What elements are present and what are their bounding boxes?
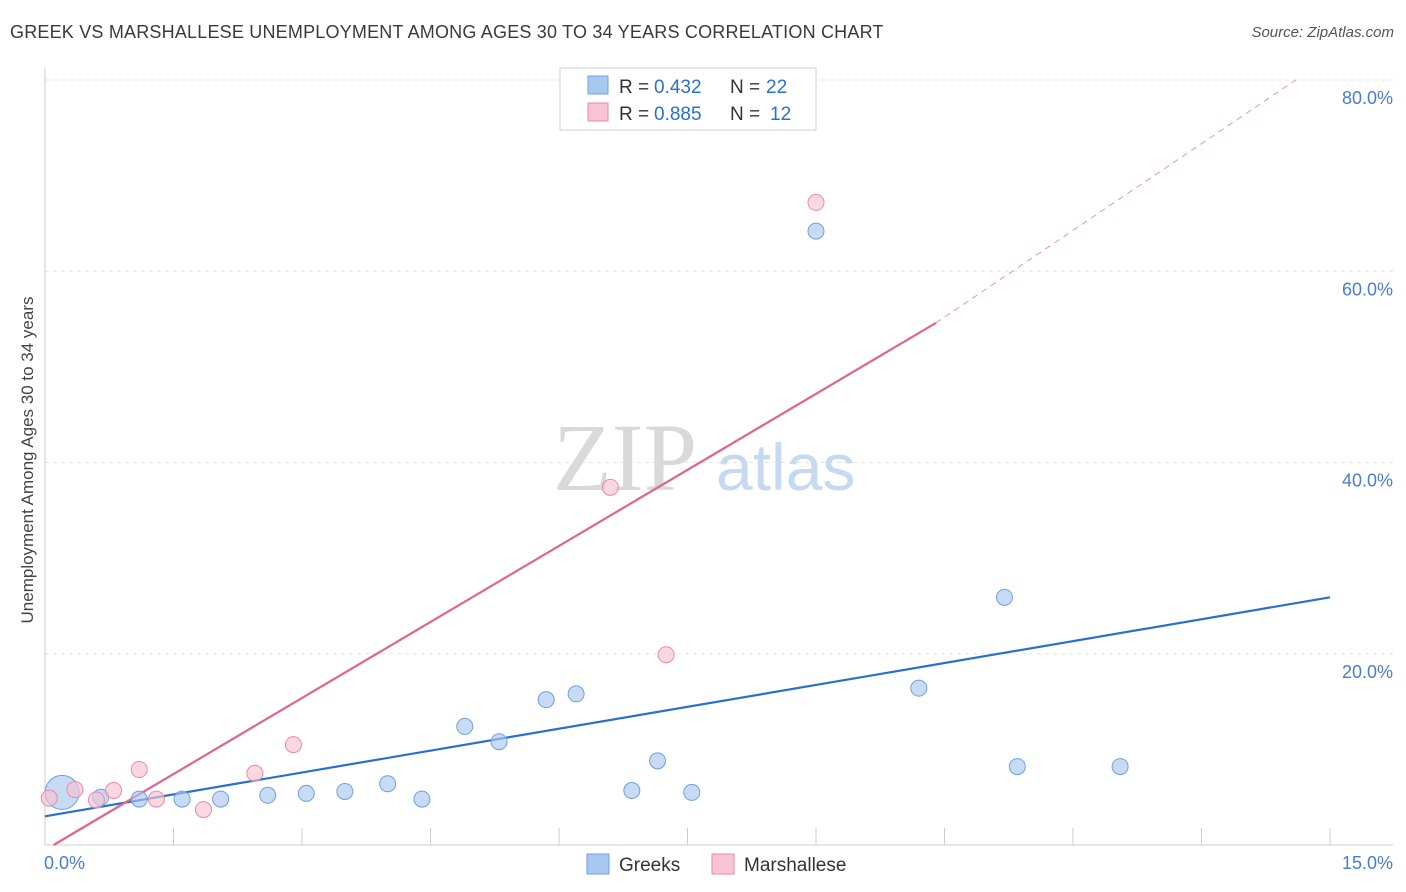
point-marshallese-7 (246, 764, 264, 782)
source-label: Source: ZipAtlas.com (1251, 24, 1394, 41)
point-greek-7 (336, 782, 354, 800)
y-tick-labels: 20.0% 40.0% 60.0% 80.0% (1342, 88, 1393, 682)
bottom-legend-swatch-marshallese (711, 853, 735, 875)
point-greek-2 (130, 790, 148, 808)
bottom-legend-label-greeks: Greeks (619, 855, 680, 876)
legend-r-value-marshallese: 0.885 (654, 104, 702, 125)
point-greek-5 (259, 786, 277, 804)
watermark-zip: ZIP (553, 404, 697, 511)
point-greek-8 (379, 775, 397, 793)
point-greek-17 (807, 222, 825, 240)
trendline-marshallese (53, 321, 937, 846)
point-marshallese-0 (40, 789, 58, 807)
y-tick-label-0: 20.0% (1342, 662, 1393, 682)
watermark: ZIP atlas (553, 404, 855, 511)
watermark-atlas: atlas (716, 430, 855, 504)
y-tick-label-2: 60.0% (1342, 279, 1393, 299)
bottom-legend-swatch-greeks (586, 853, 610, 875)
bottom-legend-label-marshallese: Marshallese (744, 855, 846, 876)
point-greek-14 (623, 781, 641, 799)
point-greek-18 (910, 679, 928, 697)
point-greek-12 (537, 691, 555, 709)
point-greek-15 (649, 752, 667, 770)
axes (44, 68, 1393, 846)
grid-lines (45, 79, 1393, 655)
x-tick-label-min: 0.0% (44, 853, 85, 873)
point-marshallese-10 (657, 646, 675, 664)
correlation-legend: R = 0.432 N = 22 R = 0.885 N = 12 (559, 67, 817, 131)
point-greek-21 (1111, 758, 1129, 776)
point-greek-3 (173, 790, 191, 808)
point-marshallese-4 (130, 760, 148, 778)
point-marshallese-8 (284, 736, 302, 754)
chart-title: GREEK VS MARSHALLESE UNEMPLOYMENT AMONG … (10, 22, 884, 42)
legend-swatch-greeks (587, 75, 609, 95)
point-marshallese-3 (105, 781, 123, 799)
point-greek-20 (1008, 758, 1026, 776)
x-tick-label-max: 15.0% (1342, 853, 1393, 873)
legend-n-value-marshallese: 12 (770, 104, 791, 125)
series-legend: Greeks Marshallese (586, 853, 846, 876)
legend-r-label-greeks: R = (619, 77, 649, 98)
legend-r-label-marshallese: R = (619, 104, 649, 125)
y-tick-label-3: 80.0% (1342, 88, 1393, 108)
point-marshallese-11 (807, 193, 825, 211)
legend-n-label-marshallese: N = (730, 104, 760, 125)
legend-r-value-greeks: 0.432 (654, 77, 702, 98)
x-tick-labels: 0.0% 15.0% (44, 853, 1393, 873)
trendline-marshallese-extension (935, 79, 1297, 324)
point-greek-6 (297, 784, 315, 802)
y-tick-label-1: 40.0% (1342, 471, 1393, 491)
data-points (40, 193, 1129, 819)
point-greek-16 (683, 783, 701, 801)
point-greek-11 (490, 733, 508, 751)
point-marshallese-5 (147, 790, 165, 808)
point-greek-13 (567, 685, 585, 703)
point-greek-19 (995, 588, 1013, 606)
point-marshallese-6 (194, 801, 212, 819)
legend-n-label-greeks: N = (730, 77, 760, 98)
trendline-greeks (44, 596, 1331, 818)
legend-swatch-marshallese (587, 102, 609, 122)
point-greek-9 (413, 790, 431, 808)
legend-n-value-greeks: 22 (766, 77, 787, 98)
point-marshallese-2 (87, 791, 105, 809)
point-marshallese-1 (66, 781, 84, 799)
point-greek-10 (456, 717, 474, 735)
point-marshallese-9 (601, 478, 619, 496)
point-greek-4 (212, 790, 230, 808)
